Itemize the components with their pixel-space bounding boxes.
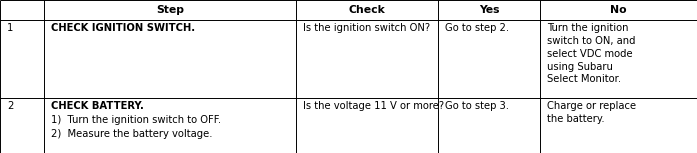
Text: Go to step 2.: Go to step 2. [445, 23, 509, 33]
Text: 1)  Turn the ignition switch to OFF.: 1) Turn the ignition switch to OFF. [51, 115, 221, 125]
Text: Charge or replace
the battery.: Charge or replace the battery. [547, 101, 636, 124]
Text: CHECK IGNITION SWITCH.: CHECK IGNITION SWITCH. [51, 23, 195, 33]
Text: Turn the ignition
switch to ON, and
select VDC mode
using Subaru
Select Monitor.: Turn the ignition switch to ON, and sele… [547, 23, 636, 84]
Text: 2)  Measure the battery voltage.: 2) Measure the battery voltage. [51, 129, 213, 139]
Text: Step: Step [156, 5, 184, 15]
Text: 1: 1 [7, 23, 13, 33]
Text: Is the ignition switch ON?: Is the ignition switch ON? [303, 23, 430, 33]
Text: Go to step 3.: Go to step 3. [445, 101, 509, 111]
Text: Yes: Yes [479, 5, 499, 15]
Text: No: No [611, 5, 627, 15]
Text: CHECK BATTERY.: CHECK BATTERY. [51, 101, 144, 111]
Text: Check: Check [348, 5, 385, 15]
Text: Is the voltage 11 V or more?: Is the voltage 11 V or more? [303, 101, 444, 111]
Text: 2: 2 [7, 101, 13, 111]
